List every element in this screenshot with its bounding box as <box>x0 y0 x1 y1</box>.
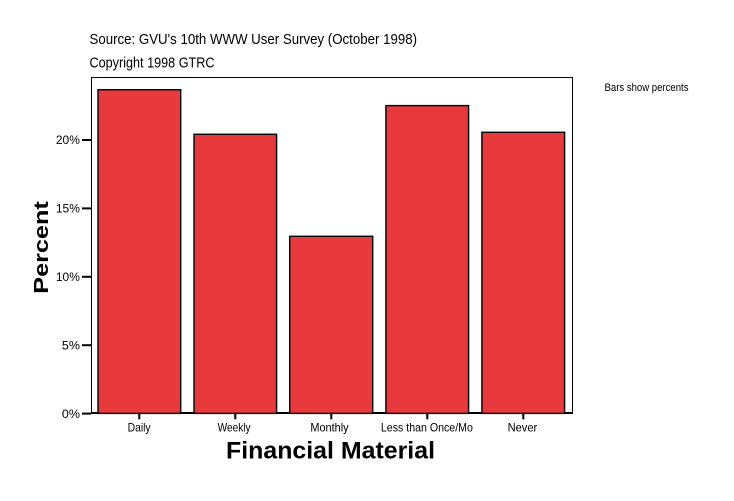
svg-text:5%: 5% <box>62 338 80 352</box>
svg-text:Monthly: Monthly <box>310 421 348 435</box>
svg-text:15%: 15% <box>56 202 80 216</box>
svg-text:Copyright 1998 GTRC: Copyright 1998 GTRC <box>90 54 215 71</box>
svg-text:Less than Once/Mo: Less than Once/Mo <box>381 421 473 435</box>
svg-text:20%: 20% <box>56 133 80 147</box>
svg-text:Source: GVU's 10th WWW User Su: Source: GVU's 10th WWW User Survey (Octo… <box>90 31 418 48</box>
svg-text:Never: Never <box>508 421 538 435</box>
svg-text:10%: 10% <box>56 270 80 284</box>
svg-text:0%: 0% <box>62 407 80 421</box>
svg-text:Percent: Percent <box>31 201 53 294</box>
svg-text:Financial Material: Financial Material <box>226 438 435 465</box>
svg-text:Bars show percents: Bars show percents <box>605 82 689 94</box>
svg-text:Weekly: Weekly <box>218 421 251 435</box>
svg-text:Daily: Daily <box>128 421 151 435</box>
